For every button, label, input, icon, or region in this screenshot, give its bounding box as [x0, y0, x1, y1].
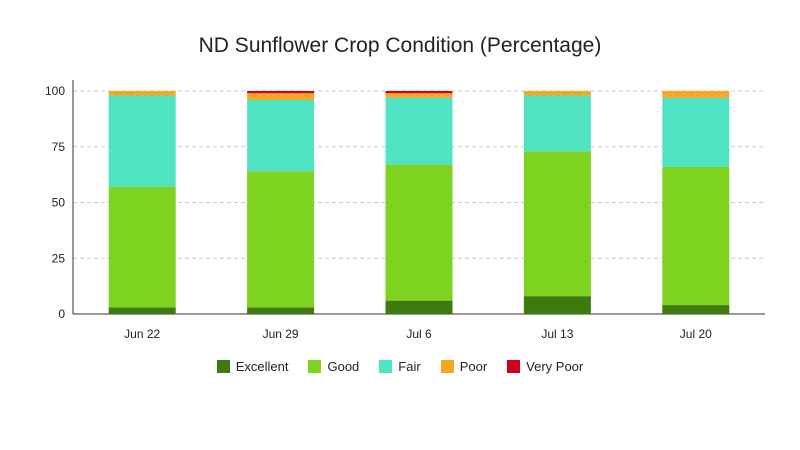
legend-item-fair: Fair	[379, 359, 421, 374]
legend-label: Fair	[398, 359, 421, 374]
bar-segment-good	[247, 171, 315, 308]
bar-segment-poor	[662, 91, 730, 98]
bar-segment-excellent	[247, 307, 315, 314]
x-tick-label: Jun 29	[263, 327, 299, 341]
y-tick-label: 50	[52, 196, 66, 210]
bar-segment-excellent	[108, 307, 176, 314]
x-tick-label: Jun 22	[124, 327, 160, 341]
bar-segment-excellent	[662, 305, 730, 314]
bar-segment-fair	[108, 95, 176, 187]
legend-label: Very Poor	[526, 359, 584, 374]
bar-segment-poor	[523, 91, 591, 96]
bar-segment-good	[662, 166, 730, 306]
legend-label: Poor	[459, 359, 488, 374]
legend-label: Excellent	[235, 359, 289, 374]
bar-segment-fair	[385, 97, 453, 165]
legend-item-excellent: Excellent	[216, 359, 289, 374]
legend-swatch	[440, 360, 454, 373]
legend-item-good: Good	[308, 359, 359, 374]
x-tick-label: Jul 13	[541, 327, 573, 341]
bar-segment-fair	[247, 99, 315, 172]
legend-item-poor: Poor	[440, 359, 488, 374]
legend-label: Good	[327, 359, 360, 374]
y-tick-label: 100	[45, 84, 65, 98]
y-tick-label: 75	[52, 140, 66, 154]
legend-swatch	[379, 360, 393, 373]
bar-segment-good	[523, 151, 591, 297]
x-tick-label: Jul 6	[406, 327, 432, 341]
bar-segment-excellent	[385, 300, 453, 314]
legend-item-very-poor: Very Poor	[507, 359, 583, 374]
legend-swatch	[507, 360, 521, 373]
y-tick-label: 0	[58, 307, 65, 321]
bar-segment-very-poor	[385, 91, 453, 94]
x-tick-label: Jul 20	[680, 327, 712, 341]
chart-title: ND Sunflower Crop Condition (Percentage)	[198, 34, 602, 57]
bar-segment-fair	[662, 97, 730, 167]
legend-swatch	[216, 360, 230, 373]
bar-segment-good	[108, 186, 176, 308]
bar-segment-poor	[247, 93, 315, 100]
y-tick-label: 25	[52, 251, 66, 265]
bar-segment-very-poor	[247, 91, 315, 94]
bar-segment-good	[385, 164, 453, 301]
bar-segment-excellent	[523, 296, 591, 314]
bar-segment-fair	[523, 95, 591, 152]
legend-swatch	[308, 360, 322, 373]
bar-segment-poor	[108, 91, 176, 96]
bar-segment-poor	[385, 93, 453, 98]
legend: Excellent Good Fair Poor Very Poor	[0, 359, 800, 374]
